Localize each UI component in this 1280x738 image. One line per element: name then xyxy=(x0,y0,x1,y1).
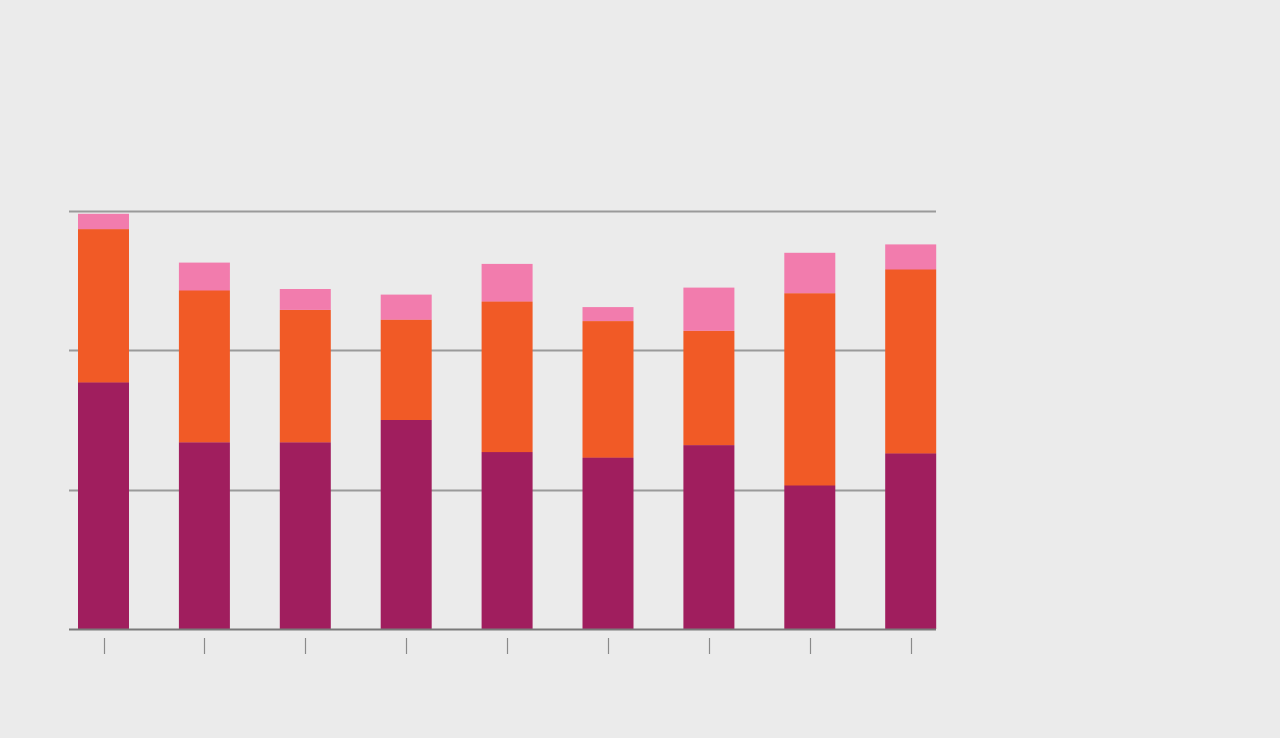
bar-segment-2 xyxy=(380,319,432,420)
bar-segment-2 xyxy=(78,229,129,383)
bar-segment-1 xyxy=(481,452,533,629)
bar-segment-2 xyxy=(178,290,230,443)
bar-segment-3 xyxy=(784,252,836,294)
bar-segment-2 xyxy=(683,330,735,446)
bar-segment-3 xyxy=(279,289,331,310)
bar-segment-1 xyxy=(784,485,836,629)
bar-segment-3 xyxy=(481,263,533,302)
bar-segment-1 xyxy=(178,442,230,629)
bar-segment-1 xyxy=(582,457,634,629)
bar-segment-1 xyxy=(279,442,331,629)
bar-segment-1 xyxy=(380,420,432,629)
bar-segment-1 xyxy=(78,382,129,629)
bar-segment-2 xyxy=(279,309,331,443)
bar-segment-3 xyxy=(78,213,129,230)
bar-segment-2 xyxy=(481,301,533,453)
bars xyxy=(78,213,937,629)
bar-segment-3 xyxy=(380,294,432,320)
bar-segment-3 xyxy=(885,244,937,270)
bar-segment-3 xyxy=(683,287,735,331)
x-axis xyxy=(69,628,936,654)
bar-segment-1 xyxy=(683,445,735,629)
bar-segment-2 xyxy=(885,269,937,454)
bar-segment-3 xyxy=(178,262,230,291)
bar-segment-2 xyxy=(784,293,836,486)
bar-segment-1 xyxy=(885,453,937,629)
bar-segment-3 xyxy=(582,307,634,321)
bar-segment-2 xyxy=(582,321,634,458)
